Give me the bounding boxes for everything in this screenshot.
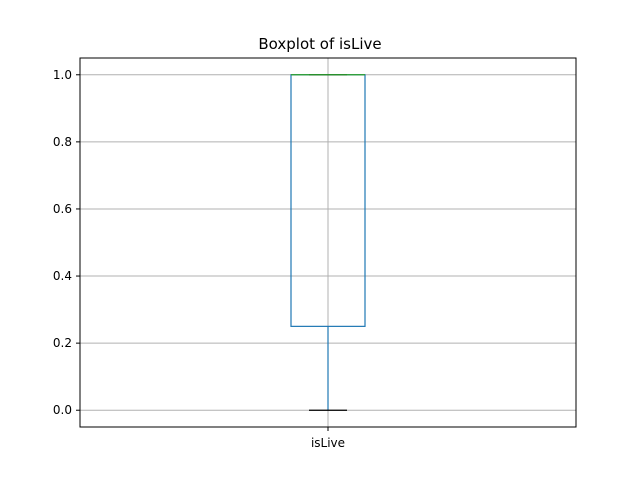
y-tick-label: 0.6 [53,202,72,216]
y-tick-label: 0.0 [53,403,72,417]
y-tick-label: 0.8 [53,135,72,149]
plot-layer [290,74,366,411]
y-tick-label: 0.4 [53,269,72,283]
y-tick-label: 0.2 [53,336,72,350]
y-tick-label: 1.0 [53,68,72,82]
x-tick-label: isLive [311,436,345,450]
tick-layer: 0.0 0.2 0.4 0.6 0.8 1.0 isLive [53,68,345,450]
chart-title: Boxplot of isLive [258,35,381,53]
